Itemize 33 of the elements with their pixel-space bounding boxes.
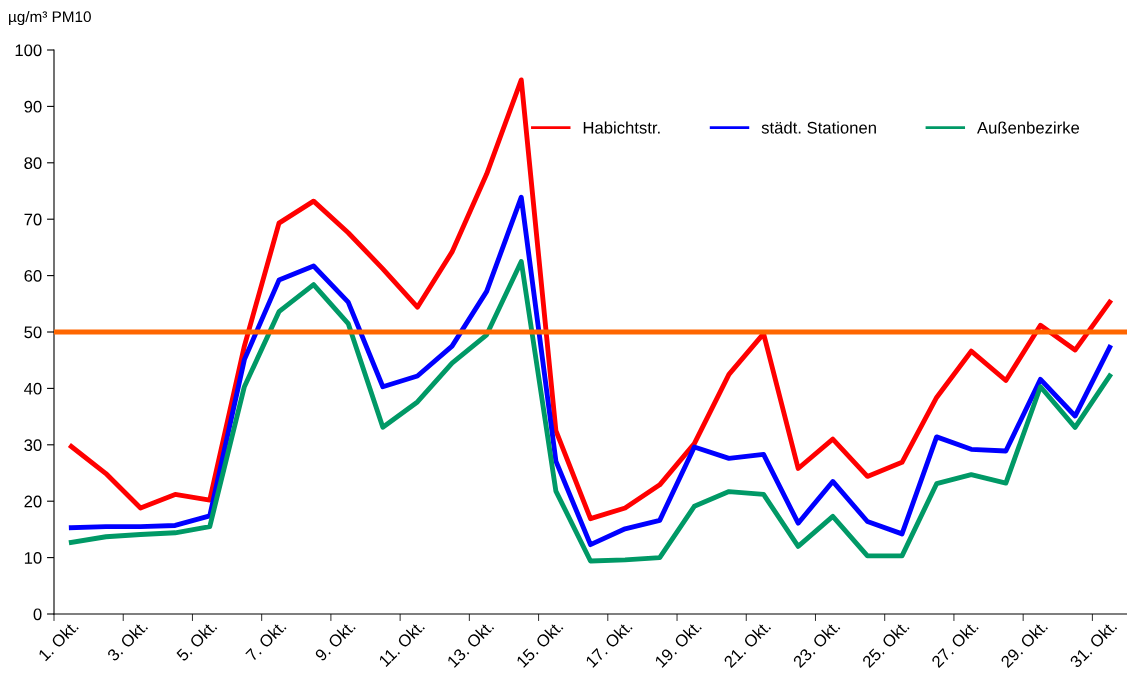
x-tick-label: 9. Okt.: [314, 619, 356, 662]
x-tick-label: 25. Okt.: [861, 619, 910, 669]
x-tick-label: 5. Okt.: [175, 619, 218, 662]
y-tick-label: 20: [24, 495, 42, 508]
y-tick-label: 10: [24, 552, 42, 564]
line-series: [68, 259, 1113, 564]
legend-label: Habichtstr.: [583, 121, 660, 134]
y-tick-label: 100: [15, 44, 42, 57]
x-tick-label: 13. Okt.: [446, 619, 495, 668]
y-tick-label: 80: [24, 157, 42, 169]
x-tick-label: 31. Okt.: [1068, 619, 1118, 669]
x-tick-label: 15. Okt.: [515, 619, 564, 668]
x-tick-label: 27. Okt.: [930, 619, 979, 669]
x-tick-label: 7. Okt.: [244, 619, 287, 662]
y-axis-title: µg/m³ PM10: [9, 10, 91, 26]
y-tick-label: 40: [24, 382, 42, 395]
legend-label: Außenbezirke: [977, 121, 1080, 134]
y-tick-label: 0: [33, 608, 42, 621]
y-tick-label: 70: [24, 213, 42, 226]
line-series: [68, 194, 1113, 548]
x-tick-label: 19. Okt.: [653, 619, 702, 668]
x-tick-label: 11. Okt.: [377, 619, 426, 668]
line-series: [68, 77, 1113, 522]
y-tick-label: 90: [24, 100, 42, 113]
x-tick-label: 21. Okt.: [722, 619, 772, 669]
y-tick-label: 60: [24, 270, 42, 282]
y-tick-label: 50: [24, 326, 42, 339]
x-tick-label: 23. Okt.: [792, 619, 841, 669]
x-tick-label: 3. Okt.: [106, 619, 149, 662]
y-tick-label: 30: [24, 439, 42, 451]
x-tick-label: 17. Okt.: [584, 619, 633, 668]
legend-label: städt. Stationen: [761, 121, 876, 134]
x-tick-label: 29. Okt.: [999, 619, 1049, 669]
